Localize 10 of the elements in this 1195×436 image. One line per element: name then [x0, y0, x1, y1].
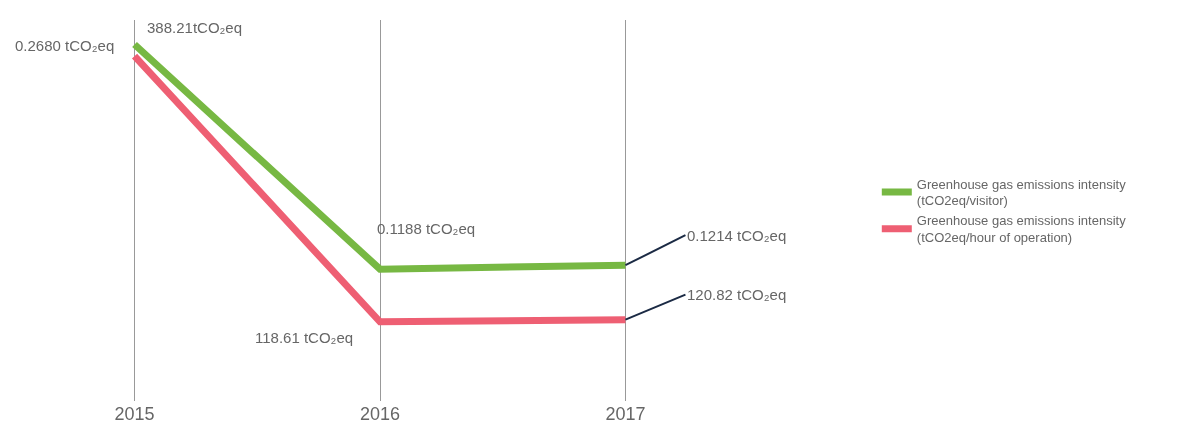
data-label: 0.2680 tCO₂eq	[15, 37, 115, 54]
legend-label: Greenhouse gas emissions intensity (tCO2eq/hour of operation)	[916, 213, 1127, 246]
data-label: 120.82 tCO₂eq	[687, 286, 787, 303]
x-tick-label: 2016	[359, 404, 401, 424]
legend-label: Greenhouse gas emissions intensity (tCO2eq/visitor)	[916, 176, 1127, 209]
data-label: 118.61 tCO₂eq	[255, 329, 354, 346]
x-tick-label: 2017	[605, 404, 646, 424]
data-label: 388.21tCO₂eq	[147, 19, 243, 36]
data-label: 0.1214 tCO₂eq	[687, 227, 787, 244]
x-tick-label: 2015	[114, 404, 155, 424]
